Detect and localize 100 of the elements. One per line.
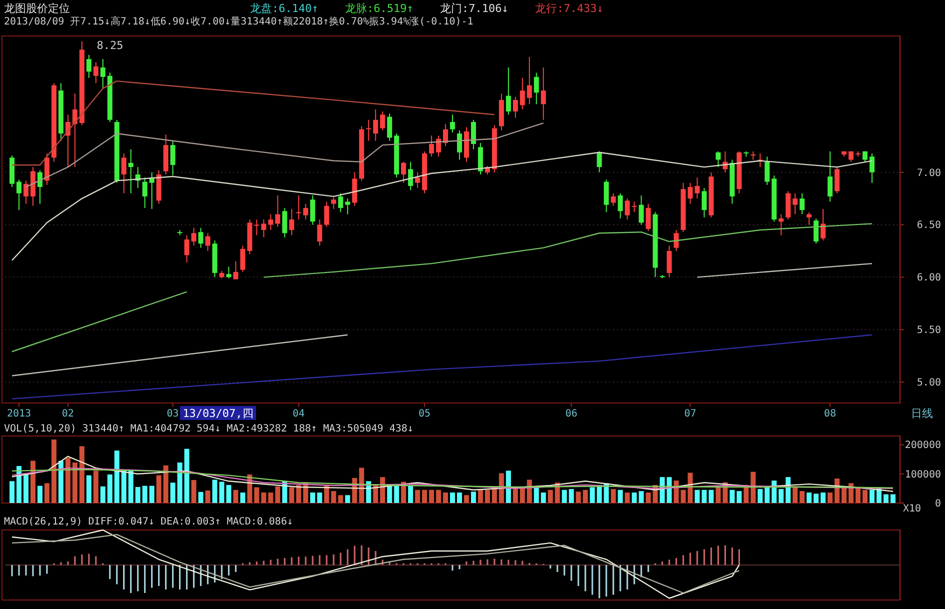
candlestick: [470, 119, 476, 150]
bar: [100, 486, 106, 503]
candlestick: [387, 113, 392, 142]
bar: [233, 490, 238, 503]
candlestick: [275, 194, 280, 228]
candlestick: [506, 66, 511, 116]
bar: [778, 489, 784, 503]
candlestick: [674, 229, 679, 252]
text: 龙行:7.433↓: [535, 2, 604, 15]
candlestick: [429, 135, 434, 158]
candlestick: [37, 170, 42, 204]
candlestick: [240, 245, 246, 272]
candlestick: [317, 219, 322, 246]
candlestick: [688, 182, 693, 204]
candlestick: [436, 135, 442, 158]
bar: [540, 492, 546, 503]
candlestick: [296, 194, 302, 220]
bar: [212, 480, 218, 503]
bar: [890, 494, 896, 503]
bar: [51, 439, 56, 503]
bar: [254, 487, 260, 503]
bar: [638, 491, 644, 503]
text: 龙脉:6.519↑: [345, 2, 414, 15]
bar: [562, 490, 567, 503]
text: 龙门:7.106↓: [440, 2, 508, 15]
bar: [142, 486, 148, 503]
candlestick: [310, 194, 316, 226]
bar: [163, 465, 168, 503]
bar: [170, 482, 176, 503]
bar: [646, 492, 651, 503]
line-series: [263, 223, 873, 278]
x-tick-label: 06: [565, 408, 578, 420]
bar: [310, 492, 316, 503]
bar: [730, 490, 735, 503]
bar: [86, 475, 92, 503]
bar: [828, 492, 833, 503]
candlestick: [170, 140, 176, 176]
bar: [800, 491, 805, 503]
bar: [702, 490, 707, 503]
bar: [694, 490, 700, 503]
x-tick-label: 05: [418, 408, 431, 420]
bar: [121, 470, 126, 503]
bar: [23, 473, 28, 503]
candlestick: [624, 198, 630, 220]
chart-title: VOL(5,10,20) 313440↑ MA1:404792 594↓ MA2:493282 188↑ MA3:505049 438↓: [4, 424, 414, 434]
candlestick: [456, 130, 462, 160]
candlestick: [694, 177, 700, 200]
candlestick: [121, 152, 126, 194]
bar: [582, 490, 588, 503]
candlestick: [205, 232, 210, 252]
bar: [93, 470, 98, 503]
candlestick: [128, 148, 134, 194]
candlestick: [415, 172, 420, 189]
y-tick-label: 5.00: [916, 378, 941, 389]
bar: [226, 484, 232, 503]
bar: [884, 494, 889, 503]
candlestick: [834, 166, 840, 194]
bar: [387, 486, 392, 503]
y-tick-label: 7.00: [916, 168, 941, 179]
bar: [834, 478, 840, 503]
bar: [79, 446, 84, 503]
bar: [114, 450, 120, 503]
bar: [764, 486, 770, 503]
bar: [219, 482, 224, 503]
bar: [610, 489, 616, 503]
candlestick: [716, 150, 721, 168]
bar: [184, 448, 190, 503]
candlestick: [380, 110, 386, 131]
bar: [506, 470, 511, 503]
bar: [275, 486, 280, 503]
bar: [666, 477, 672, 503]
candlestick: [806, 212, 812, 226]
y-tick-label: 0: [934, 498, 941, 510]
bar: [464, 495, 469, 503]
bar: [317, 492, 322, 503]
candlestick: [540, 66, 546, 120]
candlestick: [443, 124, 448, 147]
bar: [135, 486, 140, 503]
bar: [792, 487, 798, 503]
candlestick: [331, 196, 336, 210]
bar: [177, 462, 182, 503]
bar: [534, 487, 539, 503]
candlestick: [226, 266, 232, 279]
bar: [820, 492, 826, 503]
bar: [688, 472, 693, 503]
candlestick: [268, 214, 274, 230]
chart-title: 龙图股价定位: [4, 2, 70, 15]
candlestick: [16, 179, 22, 211]
candlestick: [345, 198, 350, 215]
candlestick: [450, 114, 455, 133]
y-tick-label: 6.50: [916, 220, 941, 232]
bar: [128, 470, 134, 503]
candlestick: [638, 194, 644, 226]
bar: [338, 495, 344, 503]
bar: [429, 490, 434, 503]
annotation: 8.25: [96, 38, 124, 52]
bar: [30, 460, 36, 503]
candlestick: [366, 119, 372, 142]
candlestick: [408, 161, 414, 191]
bar: [758, 489, 763, 503]
